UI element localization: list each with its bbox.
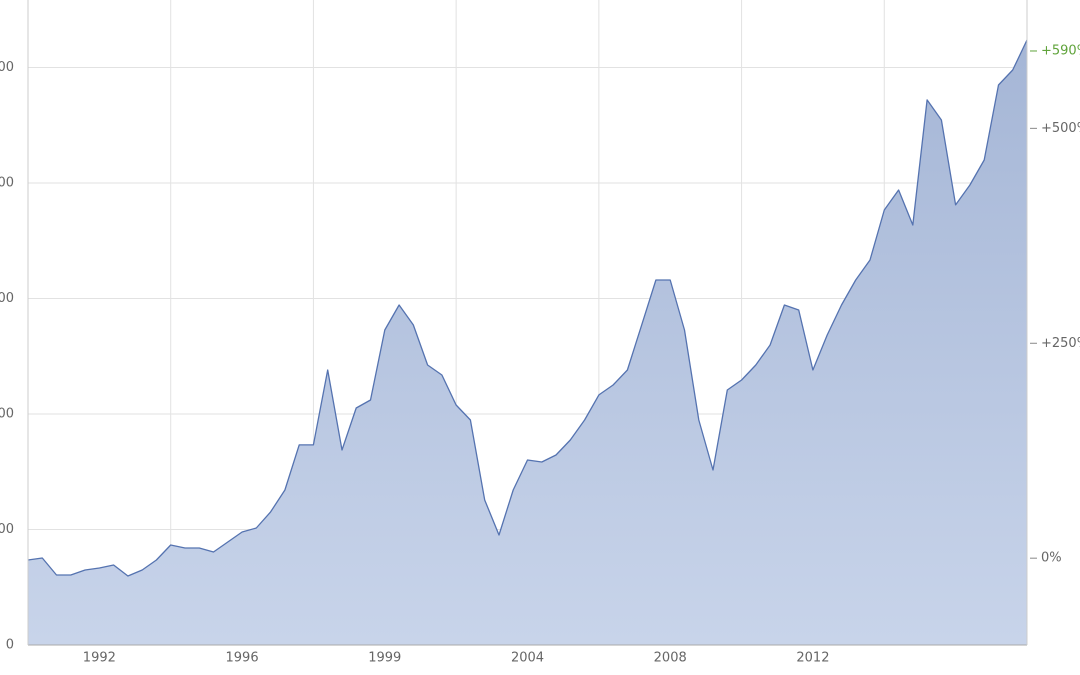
- x-tick-label: 2012: [796, 651, 829, 666]
- y-tick-label: 1000: [0, 522, 14, 537]
- x-tick-label: 1992: [83, 651, 116, 666]
- y-tick-label: 3000: [0, 291, 14, 306]
- y2-tick-label: +500%: [1041, 121, 1080, 136]
- x-tick-label: 1996: [226, 651, 259, 666]
- y2-tick-label: +250%: [1041, 336, 1080, 351]
- y-tick-label: 4000: [0, 175, 14, 190]
- y2-tick-label: 0%: [1041, 551, 1062, 566]
- x-tick-label: 1999: [368, 651, 401, 666]
- y-tick-label: 2000: [0, 406, 14, 421]
- y2-tick-label: +590%: [1041, 43, 1080, 58]
- y-tick-label: 5000: [0, 60, 14, 75]
- y-tick-label: 0: [6, 638, 14, 653]
- area-fill: [28, 40, 1027, 645]
- x-tick-label: 2008: [654, 651, 687, 666]
- x-tick-label: 2004: [511, 651, 544, 666]
- area-line: [27, 39, 1028, 577]
